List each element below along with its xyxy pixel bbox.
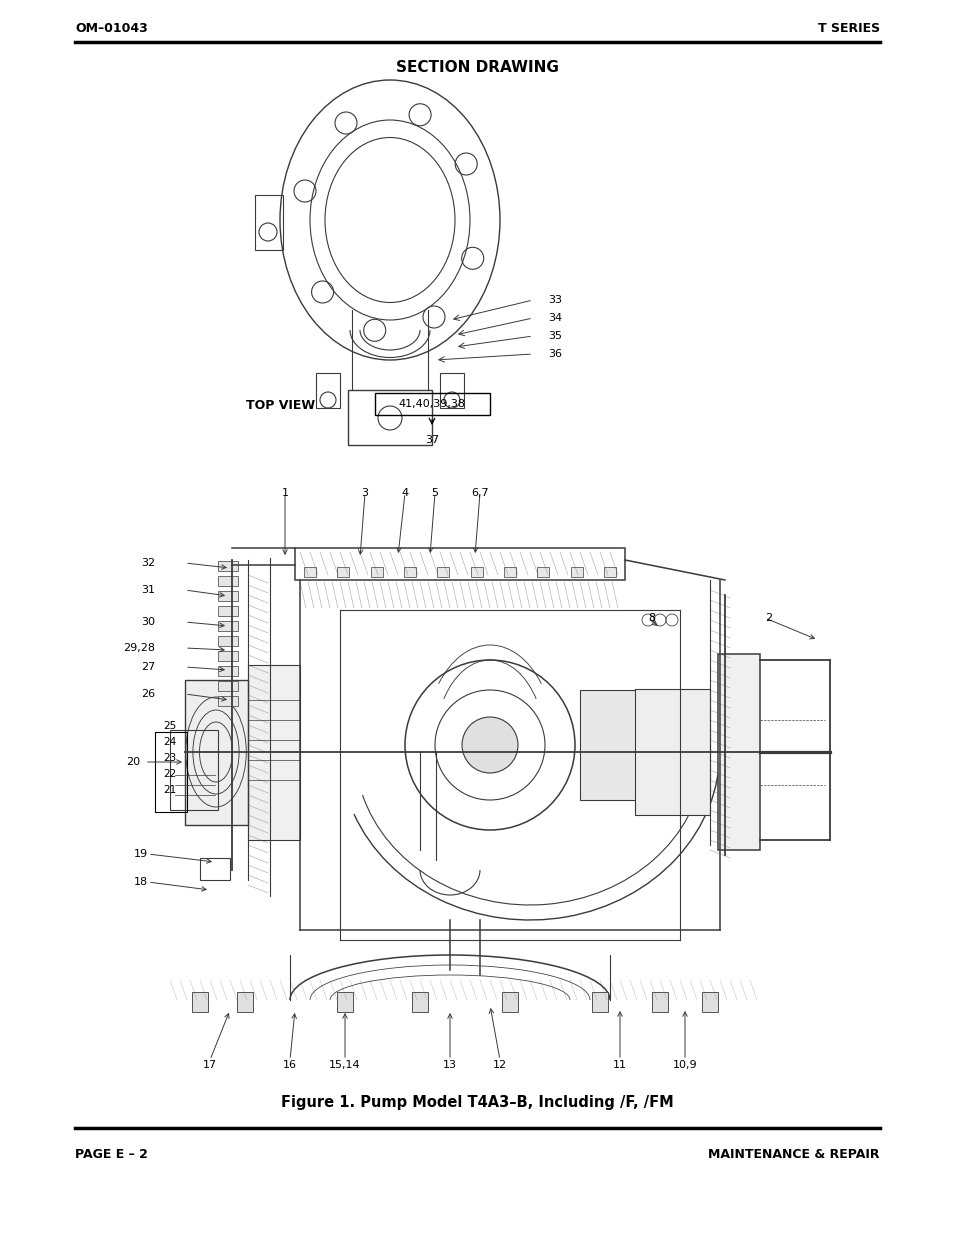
Bar bbox=[537, 567, 549, 577]
Text: SECTION DRAWING: SECTION DRAWING bbox=[395, 59, 558, 74]
Text: 17: 17 bbox=[203, 1060, 217, 1070]
Bar bbox=[185, 680, 248, 825]
Bar bbox=[371, 567, 382, 577]
Text: OM–01043: OM–01043 bbox=[75, 21, 148, 35]
Text: 30: 30 bbox=[141, 618, 154, 627]
Bar bbox=[154, 732, 187, 811]
Bar bbox=[412, 992, 428, 1011]
Text: 32: 32 bbox=[141, 558, 154, 568]
Bar bbox=[218, 621, 237, 631]
Text: 5: 5 bbox=[431, 488, 438, 498]
Bar bbox=[236, 992, 253, 1011]
Text: 19: 19 bbox=[133, 848, 148, 860]
Bar bbox=[254, 195, 283, 249]
Text: 27: 27 bbox=[141, 662, 154, 672]
Text: MAINTENANCE & REPAIR: MAINTENANCE & REPAIR bbox=[708, 1149, 879, 1161]
Text: 12: 12 bbox=[493, 1060, 507, 1070]
Bar bbox=[635, 689, 709, 815]
Text: 36: 36 bbox=[547, 350, 561, 359]
Bar bbox=[718, 655, 760, 850]
Bar bbox=[218, 680, 237, 692]
Text: 4: 4 bbox=[401, 488, 408, 498]
Bar bbox=[304, 567, 315, 577]
Text: 23: 23 bbox=[163, 753, 176, 763]
Text: 24: 24 bbox=[163, 737, 176, 747]
Bar bbox=[603, 567, 616, 577]
Text: 10,9: 10,9 bbox=[672, 1060, 697, 1070]
Bar bbox=[403, 567, 416, 577]
Text: 15,14: 15,14 bbox=[329, 1060, 360, 1070]
Bar bbox=[218, 636, 237, 646]
Text: 37: 37 bbox=[424, 435, 438, 445]
Bar bbox=[501, 992, 517, 1011]
Text: 29,28: 29,28 bbox=[123, 643, 154, 653]
Bar bbox=[218, 697, 237, 706]
Text: 1: 1 bbox=[281, 488, 288, 498]
Bar bbox=[218, 606, 237, 616]
Text: 21: 21 bbox=[163, 785, 176, 795]
Bar bbox=[337, 567, 349, 577]
Bar bbox=[170, 730, 218, 810]
Text: PAGE E – 2: PAGE E – 2 bbox=[75, 1149, 148, 1161]
Bar bbox=[218, 592, 237, 601]
Text: 41,40,39,38: 41,40,39,38 bbox=[398, 399, 465, 409]
Bar bbox=[436, 567, 449, 577]
Bar bbox=[439, 373, 463, 408]
Bar bbox=[579, 690, 639, 800]
Text: TOP VIEW: TOP VIEW bbox=[246, 399, 314, 411]
Text: 11: 11 bbox=[613, 1060, 626, 1070]
Text: T SERIES: T SERIES bbox=[817, 21, 879, 35]
Text: Figure 1. Pump Model T4A3–B, Including /F, /FM: Figure 1. Pump Model T4A3–B, Including /… bbox=[280, 1095, 673, 1110]
Bar bbox=[570, 567, 582, 577]
Text: 18: 18 bbox=[133, 877, 148, 887]
Text: 8: 8 bbox=[647, 613, 655, 622]
Text: 3: 3 bbox=[361, 488, 368, 498]
Text: 2: 2 bbox=[764, 613, 771, 622]
Bar bbox=[218, 561, 237, 571]
Circle shape bbox=[461, 718, 517, 773]
Text: 25: 25 bbox=[163, 721, 176, 731]
Bar bbox=[218, 576, 237, 585]
Text: 34: 34 bbox=[547, 312, 561, 324]
Bar bbox=[248, 664, 299, 840]
Bar bbox=[336, 992, 353, 1011]
Text: 33: 33 bbox=[547, 295, 561, 305]
Bar bbox=[200, 858, 230, 881]
Bar bbox=[592, 992, 607, 1011]
Bar bbox=[375, 393, 490, 415]
Bar bbox=[192, 992, 208, 1011]
Text: 16: 16 bbox=[283, 1060, 296, 1070]
Bar bbox=[218, 651, 237, 661]
Bar bbox=[218, 666, 237, 676]
Bar bbox=[294, 548, 624, 580]
Bar bbox=[503, 567, 516, 577]
Bar bbox=[348, 390, 432, 445]
Text: 22: 22 bbox=[163, 769, 176, 779]
Text: 31: 31 bbox=[141, 585, 154, 595]
Text: 26: 26 bbox=[141, 689, 154, 699]
Bar bbox=[701, 992, 718, 1011]
Text: 13: 13 bbox=[442, 1060, 456, 1070]
Text: 6,7: 6,7 bbox=[471, 488, 488, 498]
Text: 20: 20 bbox=[126, 757, 140, 767]
Bar bbox=[315, 373, 339, 408]
Bar bbox=[470, 567, 482, 577]
Bar bbox=[651, 992, 667, 1011]
Text: 35: 35 bbox=[547, 331, 561, 341]
